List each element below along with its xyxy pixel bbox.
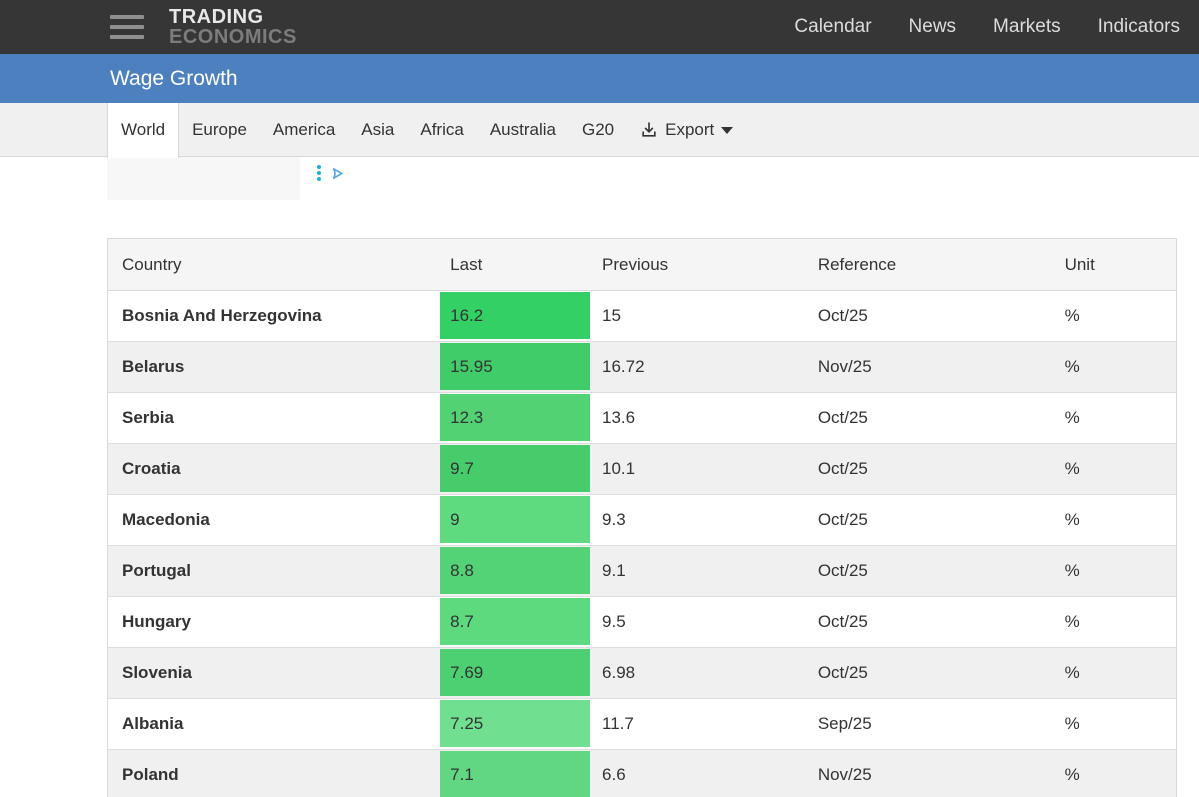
nav-link-news[interactable]: News — [909, 16, 957, 38]
last-value-cell: 9.7 — [440, 444, 590, 495]
previous-cell: 16.72 — [590, 342, 806, 393]
table-row-macedonia: Macedonia99.3Oct/25% — [108, 495, 1177, 546]
tab-list: WorldEuropeAmericaAsiaAfricaAustraliaG20 — [107, 103, 627, 156]
reference-cell: Oct/25 — [806, 393, 1053, 444]
unit-cell: % — [1053, 393, 1177, 444]
last-value-cell: 7.1 — [440, 750, 590, 797]
unit-cell: % — [1053, 495, 1177, 546]
hamburger-menu-icon[interactable] — [110, 15, 144, 39]
unit-cell: % — [1053, 291, 1177, 342]
last-value-cell: 7.25 — [440, 699, 590, 750]
country-link[interactable]: Portugal — [108, 546, 441, 597]
country-link[interactable]: Poland — [108, 750, 441, 797]
column-header-country[interactable]: Country — [108, 239, 441, 291]
country-link[interactable]: Macedonia — [108, 495, 441, 546]
tab-asia[interactable]: Asia — [348, 103, 407, 156]
logo-line1: TRADING — [169, 7, 297, 27]
previous-cell: 6.98 — [590, 648, 806, 699]
unit-cell: % — [1053, 699, 1177, 750]
reference-cell: Oct/25 — [806, 648, 1053, 699]
table-row-slovenia: Slovenia7.696.98Oct/25% — [108, 648, 1177, 699]
country-link[interactable]: Hungary — [108, 597, 441, 648]
tab-australia[interactable]: Australia — [477, 103, 569, 156]
top-navbar: TRADING ECONOMICS Calendar News Markets Ind… — [0, 0, 1199, 54]
download-icon — [640, 121, 658, 139]
reference-cell: Oct/25 — [806, 546, 1053, 597]
reference-cell: Nov/25 — [806, 750, 1053, 797]
tab-africa[interactable]: Africa — [407, 103, 476, 156]
last-value-cell: 8.8 — [440, 546, 590, 597]
last-value-cell: 12.3 — [440, 393, 590, 444]
tab-europe[interactable]: Europe — [179, 103, 260, 156]
previous-cell: 10.1 — [590, 444, 806, 495]
table-row-hungary: Hungary8.79.5Oct/25% — [108, 597, 1177, 648]
unit-cell: % — [1053, 342, 1177, 393]
reference-cell: Oct/25 — [806, 444, 1053, 495]
country-link[interactable]: Slovenia — [108, 648, 441, 699]
nav-link-calendar[interactable]: Calendar — [794, 16, 871, 38]
reference-cell: Oct/25 — [806, 597, 1053, 648]
column-header-previous[interactable]: Previous — [590, 239, 806, 291]
table-header-row: CountryLastPreviousReferenceUnit — [108, 239, 1177, 291]
table-row-bosnia-and-herzegovina: Bosnia And Herzegovina16.215Oct/25% — [108, 291, 1177, 342]
export-button[interactable]: Export — [627, 103, 746, 156]
column-header-reference[interactable]: Reference — [806, 239, 1053, 291]
adchoices-icon[interactable] — [329, 165, 346, 182]
table-row-serbia: Serbia12.313.6Oct/25% — [108, 393, 1177, 444]
country-link[interactable]: Bosnia And Herzegovina — [108, 291, 441, 342]
table-row-poland: Poland7.16.6Nov/25% — [108, 750, 1177, 797]
previous-cell: 9.5 — [590, 597, 806, 648]
country-link[interactable]: Croatia — [108, 444, 441, 495]
table-row-albania: Albania7.2511.7Sep/25% — [108, 699, 1177, 750]
logo-line2: ECONOMICS — [169, 27, 297, 47]
previous-cell: 13.6 — [590, 393, 806, 444]
export-label: Export — [665, 120, 714, 140]
unit-cell: % — [1053, 444, 1177, 495]
nav-link-indicators[interactable]: Indicators — [1098, 16, 1180, 38]
reference-cell: Oct/25 — [806, 291, 1053, 342]
reference-cell: Nov/25 — [806, 342, 1053, 393]
last-value-cell: 16.2 — [440, 291, 590, 342]
table-row-belarus: Belarus15.9516.72Nov/25% — [108, 342, 1177, 393]
previous-cell: 11.7 — [590, 699, 806, 750]
wage-growth-table: CountryLastPreviousReferenceUnit Bosnia … — [107, 238, 1177, 797]
unit-cell: % — [1053, 750, 1177, 797]
country-link[interactable]: Serbia — [108, 393, 441, 444]
last-value-cell: 7.69 — [440, 648, 590, 699]
reference-cell: Oct/25 — [806, 495, 1053, 546]
previous-cell: 6.6 — [590, 750, 806, 797]
page-title: Wage Growth — [110, 67, 238, 91]
table-row-croatia: Croatia9.710.1Oct/25% — [108, 444, 1177, 495]
previous-cell: 9.1 — [590, 546, 806, 597]
ad-placeholder — [107, 157, 300, 200]
tab-america[interactable]: America — [260, 103, 348, 156]
trading-economics-logo[interactable]: TRADING ECONOMICS — [169, 7, 297, 47]
last-value-cell: 15.95 — [440, 342, 590, 393]
column-header-unit[interactable]: Unit — [1053, 239, 1177, 291]
tab-world[interactable]: World — [107, 103, 179, 158]
unit-cell: % — [1053, 597, 1177, 648]
nav-links: Calendar News Markets Indicators — [794, 16, 1180, 38]
last-value-cell: 8.7 — [440, 597, 590, 648]
previous-cell: 15 — [590, 291, 806, 342]
table-row-portugal: Portugal8.89.1Oct/25% — [108, 546, 1177, 597]
chevron-down-icon — [721, 127, 733, 134]
reference-cell: Sep/25 — [806, 699, 1053, 750]
ad-strip — [0, 157, 1199, 207]
unit-cell: % — [1053, 546, 1177, 597]
unit-cell: % — [1053, 648, 1177, 699]
country-link[interactable]: Belarus — [108, 342, 441, 393]
country-link[interactable]: Albania — [108, 699, 441, 750]
previous-cell: 9.3 — [590, 495, 806, 546]
last-value-cell: 9 — [440, 495, 590, 546]
title-bar: Wage Growth — [0, 54, 1199, 103]
main-content: CountryLastPreviousReferenceUnit Bosnia … — [0, 207, 1199, 797]
nav-link-markets[interactable]: Markets — [993, 16, 1061, 38]
tab-g20[interactable]: G20 — [569, 103, 627, 156]
column-header-last[interactable]: Last — [440, 239, 590, 291]
ad-options-icon[interactable] — [316, 164, 322, 182]
region-tab-bar: WorldEuropeAmericaAsiaAfricaAustraliaG20… — [0, 103, 1199, 157]
